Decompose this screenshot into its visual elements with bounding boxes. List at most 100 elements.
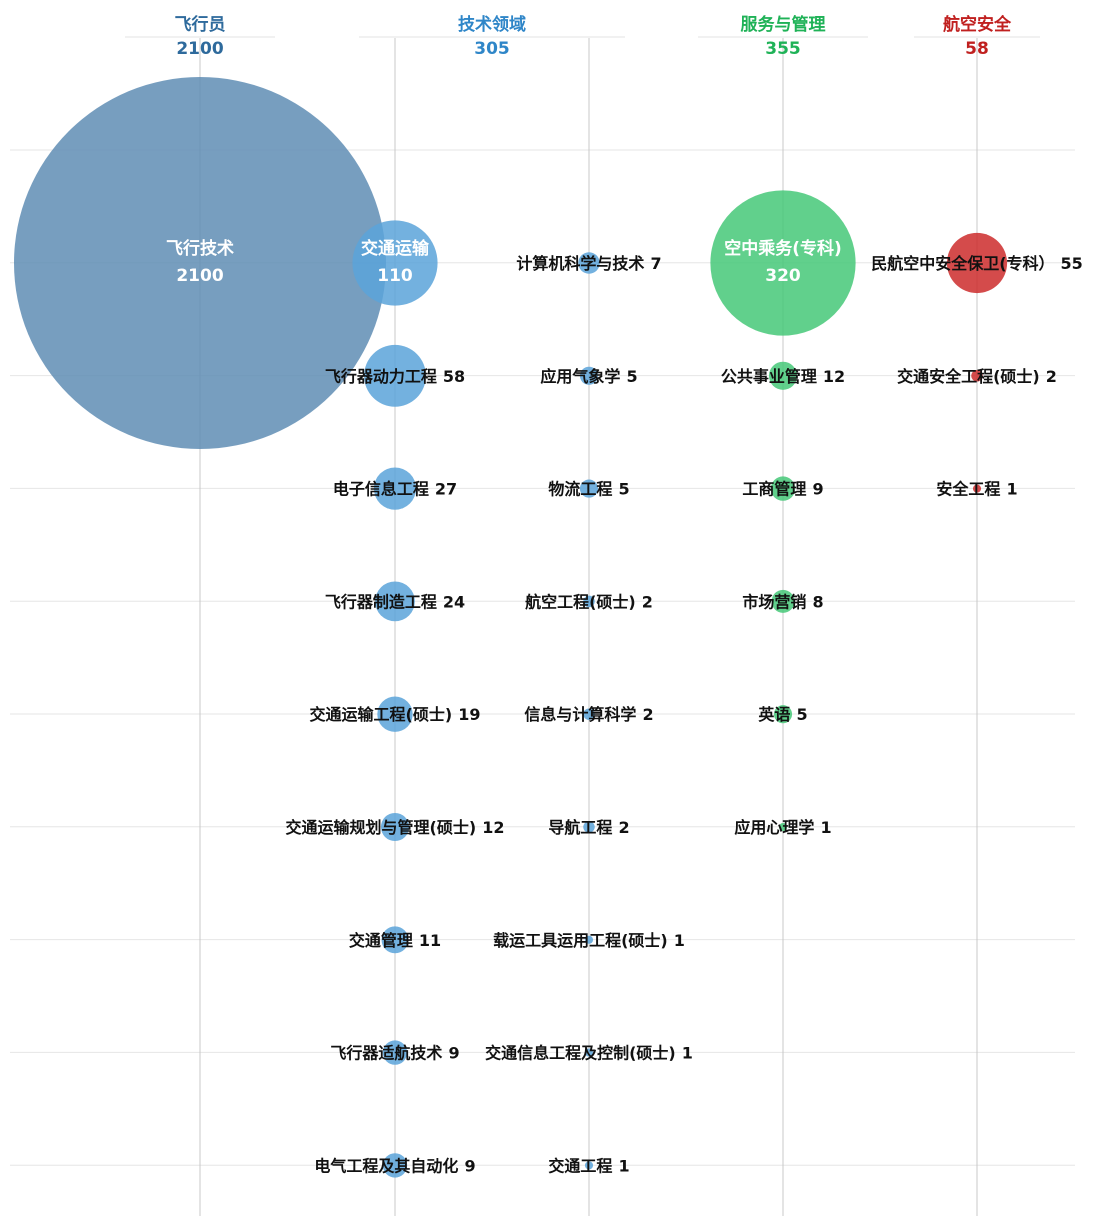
- bubble: [770, 476, 796, 501]
- bubble-label-name: 飞行技术: [166, 238, 234, 259]
- bubble-label: 安全工程 1: [936, 480, 1017, 499]
- bubble: [583, 595, 595, 608]
- bubble-label-name: 安全工程: [936, 480, 1000, 499]
- bubble-label-name: 交通运输工程(硕士): [310, 705, 453, 724]
- bubble-label-value: 320: [765, 266, 801, 286]
- bubble: [710, 190, 856, 336]
- bubble-label: 导航工程 2: [548, 818, 629, 837]
- bubble-label-name: 交通工程: [548, 1156, 612, 1175]
- bubble-label-name: 交通管理: [349, 931, 413, 950]
- bubble: [971, 370, 983, 382]
- bubble: [778, 822, 788, 832]
- bubble: [382, 1040, 408, 1065]
- bubble-label-name: 电子信息工程: [333, 480, 429, 499]
- bubble-label: 交通信息工程及控制(硕士) 1: [485, 1044, 693, 1063]
- bubble-label-name: 交通运输规划与管理(硕士): [286, 818, 477, 837]
- bubble-label-value: 1: [682, 1044, 693, 1063]
- group-headers: 飞行员 2100 技术领域 305 服务与管理 355 航空安全 58: [125, 14, 1040, 59]
- bubbles: [14, 77, 1008, 1178]
- bubble-label-name: 信息与计算科学: [524, 705, 636, 724]
- bubble-label-value: 2: [642, 592, 653, 611]
- bubble-label-value: 12: [823, 367, 845, 386]
- bubble-label-value: 2: [618, 818, 629, 837]
- bubble-label: 电子信息工程 27: [333, 480, 457, 499]
- bubble-label: 交通安全工程(硕士) 2: [897, 367, 1057, 386]
- bubble: [768, 361, 798, 390]
- bubble: [771, 589, 795, 613]
- bubble-label-name: 飞行器制造工程: [325, 592, 437, 611]
- bubble: [584, 1161, 594, 1170]
- bubble-label: 载运工具运用工程(硕士) 1: [493, 931, 685, 950]
- bubble-label-name: 航空工程(硕士): [525, 592, 636, 611]
- bubble-label-value: 12: [482, 818, 504, 837]
- bubble-label-name: 公共事业管理: [721, 367, 817, 386]
- bubble-label-value: 1: [674, 931, 685, 950]
- bubble-label-value: 110: [377, 266, 413, 286]
- bubble-label-name: 交通安全工程(硕士): [897, 367, 1040, 386]
- bubble-label: 公共事业管理 12: [721, 367, 845, 386]
- bubble-label-value: 1: [1006, 480, 1017, 499]
- bubble-label-name: 飞行器动力工程: [325, 367, 437, 386]
- bubble-label: 交通工程 1: [548, 1156, 629, 1175]
- bubble-label-name: 应用心理学: [734, 818, 814, 837]
- bubble-label: 交通运输规划与管理(硕士) 12: [286, 818, 505, 837]
- bubble-label-name: 交通信息工程及控制(硕士): [485, 1044, 676, 1063]
- bubble: [578, 252, 600, 274]
- bubble-label-name: 交通运输: [361, 238, 430, 259]
- bubble-label: 交通运输工程(硕士) 19: [310, 705, 481, 724]
- bubble-label: 市场营销 8: [742, 592, 823, 611]
- bubble-label-name: 应用气象学: [540, 367, 620, 386]
- bubble-label: 物流工程 5: [548, 480, 629, 499]
- bubble-label-value: 9: [812, 480, 823, 499]
- bubble: [972, 484, 982, 493]
- bubble-label-name: 市场营销: [742, 592, 806, 611]
- bubble-label: 电气工程及其自动化 9: [314, 1156, 475, 1175]
- bubble-label-value: 55: [1061, 254, 1083, 273]
- bubble: [579, 479, 599, 498]
- group-name: 航空安全: [943, 14, 1012, 35]
- bubble-label: 飞行器动力工程 58: [325, 367, 465, 386]
- bubble-label: 计算机科学与技术 7: [516, 254, 661, 273]
- bubble: [375, 581, 415, 622]
- bubble-label-value: 5: [626, 367, 637, 386]
- bubble-label-name: 电气工程及其自动化: [314, 1156, 458, 1175]
- group-total: 2100: [176, 39, 223, 59]
- bubble: [381, 926, 409, 954]
- bubble-label-value: 2: [642, 705, 653, 724]
- group-total: 58: [965, 39, 989, 59]
- bubble-label-name: 民航空中安全保卫(专科）: [871, 254, 1054, 273]
- bubble-label: 信息与计算科学 2: [524, 705, 653, 724]
- bubble-label-value: 27: [435, 480, 457, 499]
- bubble-label-value: 19: [458, 705, 480, 724]
- bubble-label-name: 英语: [757, 705, 790, 724]
- bubble: [773, 705, 793, 724]
- bubble-label-value: 5: [796, 705, 807, 724]
- bubble: [14, 77, 386, 449]
- bubble-label-name: 飞行器适航技术: [330, 1044, 442, 1063]
- group-name: 技术领域: [458, 14, 526, 35]
- group-total: 305: [474, 39, 510, 59]
- bubble: [579, 366, 599, 385]
- bubble-label-value: 9: [448, 1044, 459, 1063]
- bubble-label: 民航空中安全保卫(专科） 55: [871, 254, 1083, 273]
- bubble-label: 英语 5: [757, 705, 807, 724]
- bubble: [380, 812, 410, 842]
- group-name: 飞行员: [175, 14, 226, 35]
- bubble-label-name: 计算机科学与技术: [516, 254, 644, 273]
- bubble-label-value: 24: [443, 592, 465, 611]
- bubble-label-value: 1: [618, 1156, 629, 1175]
- bubble-label-value: 1: [820, 818, 831, 837]
- bubble: [946, 232, 1008, 294]
- bubble-label-name: 载运工具运用工程(硕士): [493, 931, 668, 950]
- bubble-label-value: 8: [812, 592, 823, 611]
- bubble-label: 应用气象学 5: [540, 367, 637, 386]
- bubble: [364, 344, 426, 407]
- bubble-label: 飞行器适航技术 9: [330, 1044, 459, 1063]
- bubble-label: 应用心理学 1: [734, 818, 831, 837]
- bubble-label-value: 58: [443, 367, 465, 386]
- bubble-label-name: 物流工程: [548, 480, 612, 499]
- group-total: 355: [765, 39, 801, 59]
- bubble: [373, 467, 417, 510]
